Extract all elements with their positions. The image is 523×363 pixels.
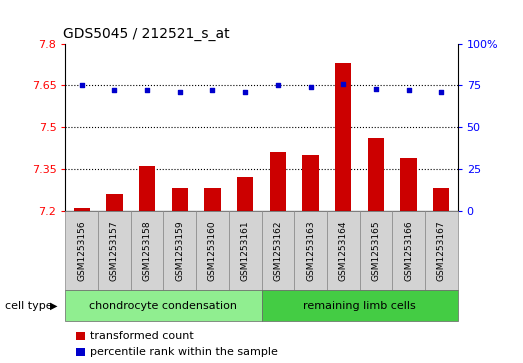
Text: remaining limb cells: remaining limb cells [303,301,416,311]
Text: GSM1253160: GSM1253160 [208,220,217,281]
Point [241,89,249,95]
Text: GSM1253167: GSM1253167 [437,220,446,281]
Bar [294,211,327,290]
Bar [163,211,196,290]
Bar [302,155,319,211]
Text: chondrocyte condensation: chondrocyte condensation [89,301,237,311]
Bar [262,290,458,321]
Point [306,84,315,90]
Point [110,87,119,93]
Text: GSM1253158: GSM1253158 [143,220,152,281]
Bar [433,188,449,211]
Bar [65,290,262,321]
Point [143,87,151,93]
Text: GSM1253166: GSM1253166 [404,220,413,281]
Bar [392,211,425,290]
Text: GSM1253162: GSM1253162 [274,220,282,281]
Text: ▶: ▶ [50,301,57,311]
Text: GSM1253161: GSM1253161 [241,220,249,281]
Text: GSM1253165: GSM1253165 [371,220,380,281]
Point [274,82,282,88]
Text: GSM1253156: GSM1253156 [77,220,86,281]
Point [208,87,217,93]
Bar [401,158,417,211]
Bar [172,188,188,211]
Text: cell type: cell type [5,301,53,311]
Point [437,89,446,95]
Point [176,89,184,95]
Bar [262,211,294,290]
Bar [335,63,351,211]
Text: GSM1253164: GSM1253164 [339,220,348,281]
Bar [229,211,262,290]
Text: GSM1253159: GSM1253159 [175,220,184,281]
Bar [270,152,286,211]
Text: GSM1253163: GSM1253163 [306,220,315,281]
Bar [425,211,458,290]
Bar [204,188,221,211]
Point [339,81,347,86]
Bar [98,211,131,290]
Bar [131,211,163,290]
Text: GDS5045 / 212521_s_at: GDS5045 / 212521_s_at [63,27,230,41]
Point [77,82,86,88]
Bar [74,208,90,211]
Point [404,87,413,93]
Point [372,86,380,91]
Bar [327,211,360,290]
Bar [368,138,384,211]
Bar [237,177,253,211]
Text: transformed count: transformed count [90,331,194,341]
Text: GSM1253157: GSM1253157 [110,220,119,281]
Bar [139,166,155,211]
Bar [65,211,98,290]
Bar [196,211,229,290]
Text: percentile rank within the sample: percentile rank within the sample [90,347,278,357]
Bar [106,194,122,211]
Bar [360,211,392,290]
